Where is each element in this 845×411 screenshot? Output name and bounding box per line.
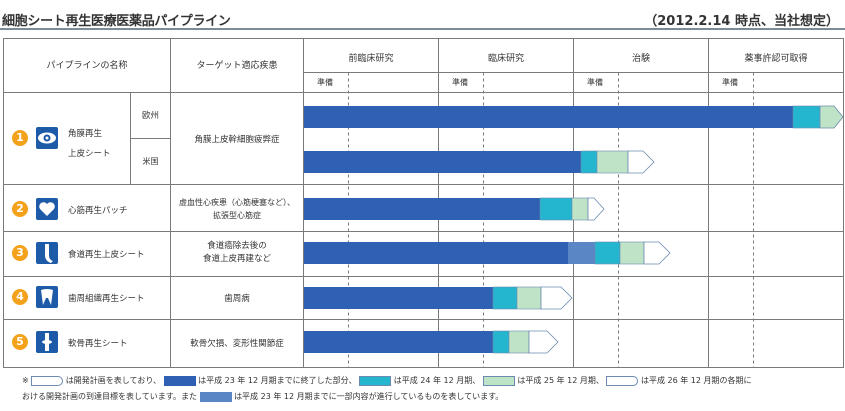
legend-text-partial: は平成 23 年 12 月期までに一部内容が進行しているものを表しています。 bbox=[234, 392, 504, 401]
target-disease: 歯周病 bbox=[224, 294, 250, 304]
esophagus-icon bbox=[36, 242, 58, 264]
as-of-date: （2012.2.14 時点、当社想定） bbox=[644, 14, 839, 29]
legend-swatch-partial bbox=[199, 391, 232, 402]
heart-icon bbox=[36, 198, 58, 220]
eye-icon bbox=[36, 127, 58, 149]
target-disease: 軟骨欠損、変形性関節症 bbox=[190, 339, 284, 349]
legend-line-1: ※ は開発計画を表しており、 は平成 23 年 12 月期までに終了した部分、 … bbox=[22, 375, 752, 386]
knee-joint-icon bbox=[36, 331, 58, 353]
legend-marker: ※ bbox=[22, 376, 29, 385]
pipeline-name: 軟骨再生シート bbox=[68, 339, 128, 349]
target-disease: 虚血性心疾患（心筋梗塞など）、 拡張型心筋症 bbox=[179, 198, 295, 220]
header-phase-approval: 薬事許認可取得 bbox=[744, 54, 808, 64]
pipeline-name: 心筋再生パッチ bbox=[68, 206, 128, 216]
header-phase-clinical-trial: 治験 bbox=[631, 54, 650, 64]
tooth-icon bbox=[36, 286, 58, 308]
region-usa: 米国 bbox=[142, 157, 159, 166]
prep-label-3: 準備 bbox=[587, 78, 603, 87]
legend-swatch-2014 bbox=[606, 375, 639, 386]
legend-swatch-2012 bbox=[359, 375, 392, 386]
row-number-badge: 4 bbox=[12, 289, 28, 305]
title-underline bbox=[0, 28, 845, 30]
target-disease: 食道癌除去後の 食道上皮再建など bbox=[202, 241, 271, 264]
legend-swatch-2013 bbox=[482, 375, 515, 386]
pipeline-name: 食道再生上皮シート bbox=[68, 250, 145, 260]
header-phase-clinical-research: 臨床研究 bbox=[487, 54, 524, 64]
pipeline-name: 歯周組織再生シート bbox=[68, 294, 145, 304]
prep-label-4: 準備 bbox=[722, 78, 738, 87]
row-number-badge: 2 bbox=[12, 201, 28, 217]
prep-label-1: 準備 bbox=[317, 78, 333, 87]
region-europe: 欧州 bbox=[141, 111, 159, 121]
row-number-badge: 1 bbox=[12, 130, 28, 146]
legend-text-2012: は平成 24 年 12 月期、 bbox=[393, 376, 481, 385]
legend-swatch-plan bbox=[31, 375, 64, 386]
legend-text-goal: おける開発計画の到達目標を表しています。また bbox=[22, 392, 197, 401]
legend-line-2: おける開発計画の到達目標を表しています。また は平成 23 年 12 月期までに… bbox=[22, 391, 503, 402]
legend-text-2013: は平成 25 年 12 月期、 bbox=[517, 376, 604, 385]
prep-label-2: 準備 bbox=[452, 78, 468, 87]
row-number-badge: 5 bbox=[12, 334, 28, 350]
header-pipeline-name: パイプラインの名称 bbox=[46, 61, 128, 71]
row-number-badge: 3 bbox=[12, 245, 28, 261]
legend-text-completed: は平成 23 年 12 月期までに終了した部分、 bbox=[198, 376, 357, 385]
header-target-disease: ターゲット適応疾患 bbox=[196, 61, 278, 71]
legend-swatch-completed bbox=[163, 375, 196, 386]
page-title: 細胞シート再生医療医薬品パイプライン bbox=[2, 14, 231, 29]
legend-text-plan: は開発計画を表しており、 bbox=[65, 376, 161, 385]
target-disease: 角膜上皮幹細胞疲弊症 bbox=[194, 135, 280, 145]
pipeline-name: 角膜再生 上皮シート bbox=[68, 129, 111, 159]
header-phase-preclinical: 前臨床研究 bbox=[348, 54, 394, 64]
legend-text-2014: は平成 26 年 12 月期の各期に bbox=[640, 376, 752, 385]
